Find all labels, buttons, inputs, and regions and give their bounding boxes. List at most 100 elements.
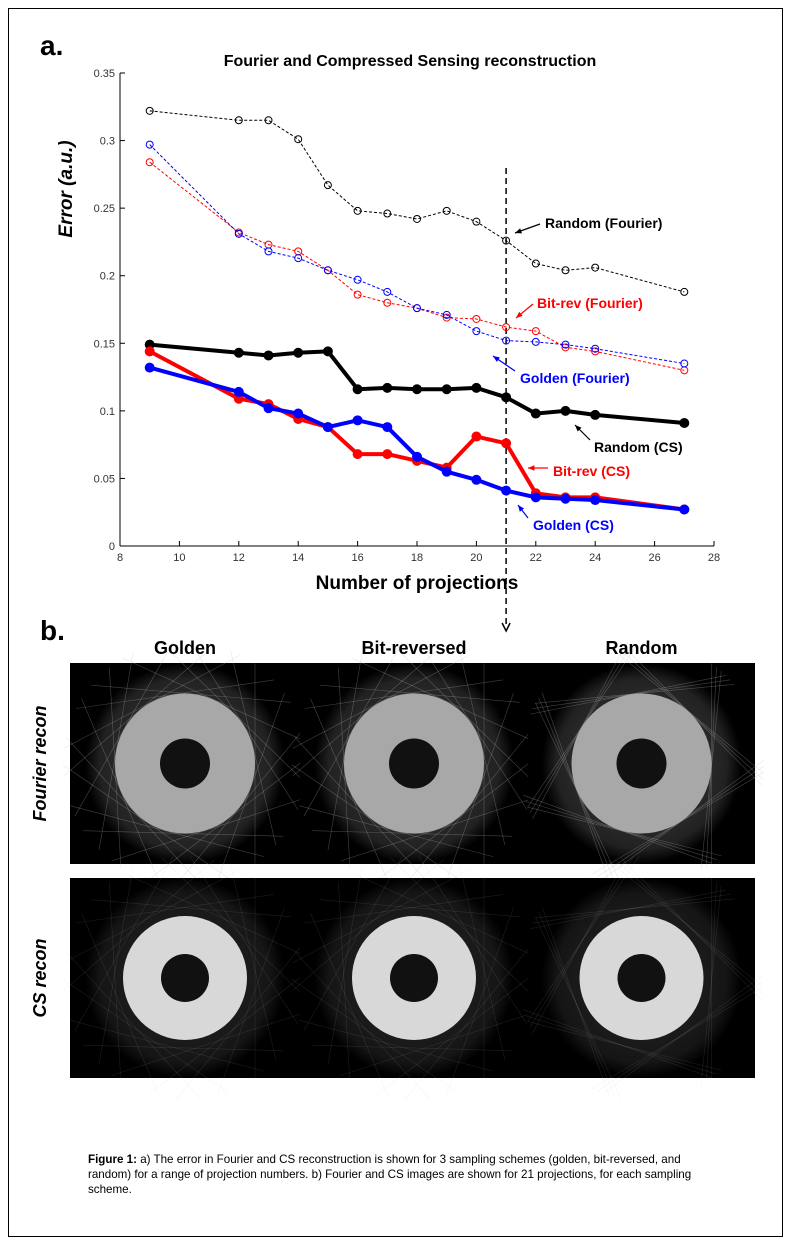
data-point xyxy=(145,106,154,115)
streak xyxy=(304,894,504,924)
panel-label: a. xyxy=(40,30,63,61)
streak xyxy=(614,858,763,994)
data-point xyxy=(441,466,452,477)
data-point xyxy=(322,346,333,357)
data-point xyxy=(590,409,601,420)
streak xyxy=(303,856,403,1031)
data-point xyxy=(383,298,392,307)
streak xyxy=(608,860,764,988)
data-point xyxy=(680,359,689,368)
data-point xyxy=(502,336,511,345)
data-point xyxy=(145,140,154,149)
x-tick-label: 22 xyxy=(530,552,542,564)
x-tick-label: 12 xyxy=(233,552,245,564)
streak xyxy=(111,1013,302,1076)
data-point xyxy=(471,431,482,442)
data-point xyxy=(234,229,243,238)
column-header: Bit-reversed xyxy=(361,638,466,658)
streak xyxy=(446,907,514,1096)
data-point xyxy=(531,259,540,268)
data-point xyxy=(383,209,392,218)
image-grid xyxy=(62,641,764,1100)
data-point xyxy=(293,347,304,358)
y-tick-label: 0.05 xyxy=(94,473,115,485)
annulus-hole xyxy=(389,738,439,789)
data-point xyxy=(263,350,274,361)
data-point xyxy=(144,346,155,357)
streak xyxy=(299,805,494,857)
legend-label: Bit-rev (CS) xyxy=(553,463,630,479)
x-tick-label: 24 xyxy=(589,552,601,564)
figure-border xyxy=(8,8,783,1237)
streak xyxy=(63,859,215,991)
chart-title: Fourier and Compressed Sensing reconstru… xyxy=(224,53,597,70)
x-tick-label: 8 xyxy=(117,552,123,564)
data-point xyxy=(502,236,511,245)
streak xyxy=(535,917,622,1099)
streak xyxy=(338,882,351,1082)
streak xyxy=(320,684,520,703)
streak xyxy=(175,944,303,1100)
legend-label: Golden (CS) xyxy=(533,517,614,533)
streak xyxy=(310,698,389,883)
data-point xyxy=(382,449,393,460)
legend-arrowhead xyxy=(518,505,525,512)
streak xyxy=(527,855,640,1022)
data-point xyxy=(591,344,600,353)
streak xyxy=(292,644,444,777)
data-point xyxy=(352,449,363,460)
column-header: Golden xyxy=(154,638,216,658)
data-point xyxy=(442,310,451,319)
streak xyxy=(294,951,431,1100)
streak xyxy=(538,912,616,1098)
streak xyxy=(63,869,241,964)
x-tick-label: 16 xyxy=(351,552,363,564)
streak xyxy=(327,867,363,1065)
x-tick-label: 18 xyxy=(411,552,423,564)
data-point xyxy=(501,392,512,403)
data-point xyxy=(561,266,570,275)
data-point xyxy=(472,314,481,323)
streak xyxy=(70,1020,265,1072)
y-tick-label: 0 xyxy=(109,541,115,553)
streak xyxy=(535,684,735,704)
y-axis-label: Error (a.u.) xyxy=(56,140,77,237)
y-tick-label: 0.2 xyxy=(100,271,115,283)
data-point xyxy=(501,485,512,496)
data-point xyxy=(471,474,482,485)
streak xyxy=(83,1044,284,1052)
legend-label: Random (CS) xyxy=(594,439,683,455)
x-tick-label: 20 xyxy=(470,552,482,564)
annulus-hole xyxy=(390,954,438,1002)
data-point xyxy=(441,384,452,395)
data-point xyxy=(144,362,155,373)
streak xyxy=(312,1044,513,1052)
streak xyxy=(122,872,306,957)
streak xyxy=(390,857,535,998)
data-point xyxy=(294,135,303,144)
marker-arrow xyxy=(501,622,511,633)
data-point xyxy=(413,304,421,313)
x-axis-label: Number of projections xyxy=(316,573,519,594)
streak xyxy=(620,857,762,1000)
data-point xyxy=(382,422,393,433)
streak xyxy=(91,899,291,918)
streak xyxy=(602,974,764,1094)
x-tick-label: 26 xyxy=(648,552,660,564)
streak xyxy=(596,980,764,1092)
data-point xyxy=(353,206,362,215)
data-point xyxy=(680,287,689,296)
streak xyxy=(459,864,506,1060)
streak xyxy=(527,641,640,808)
streak xyxy=(63,654,241,749)
data-point xyxy=(591,347,600,356)
streak xyxy=(292,869,470,964)
x-tick-label: 28 xyxy=(708,552,720,564)
annulus-hole xyxy=(160,738,210,789)
streak xyxy=(529,856,634,1028)
streak xyxy=(532,856,628,1034)
streak xyxy=(340,798,531,862)
streak xyxy=(706,881,717,1082)
annulus-hole xyxy=(616,738,667,789)
